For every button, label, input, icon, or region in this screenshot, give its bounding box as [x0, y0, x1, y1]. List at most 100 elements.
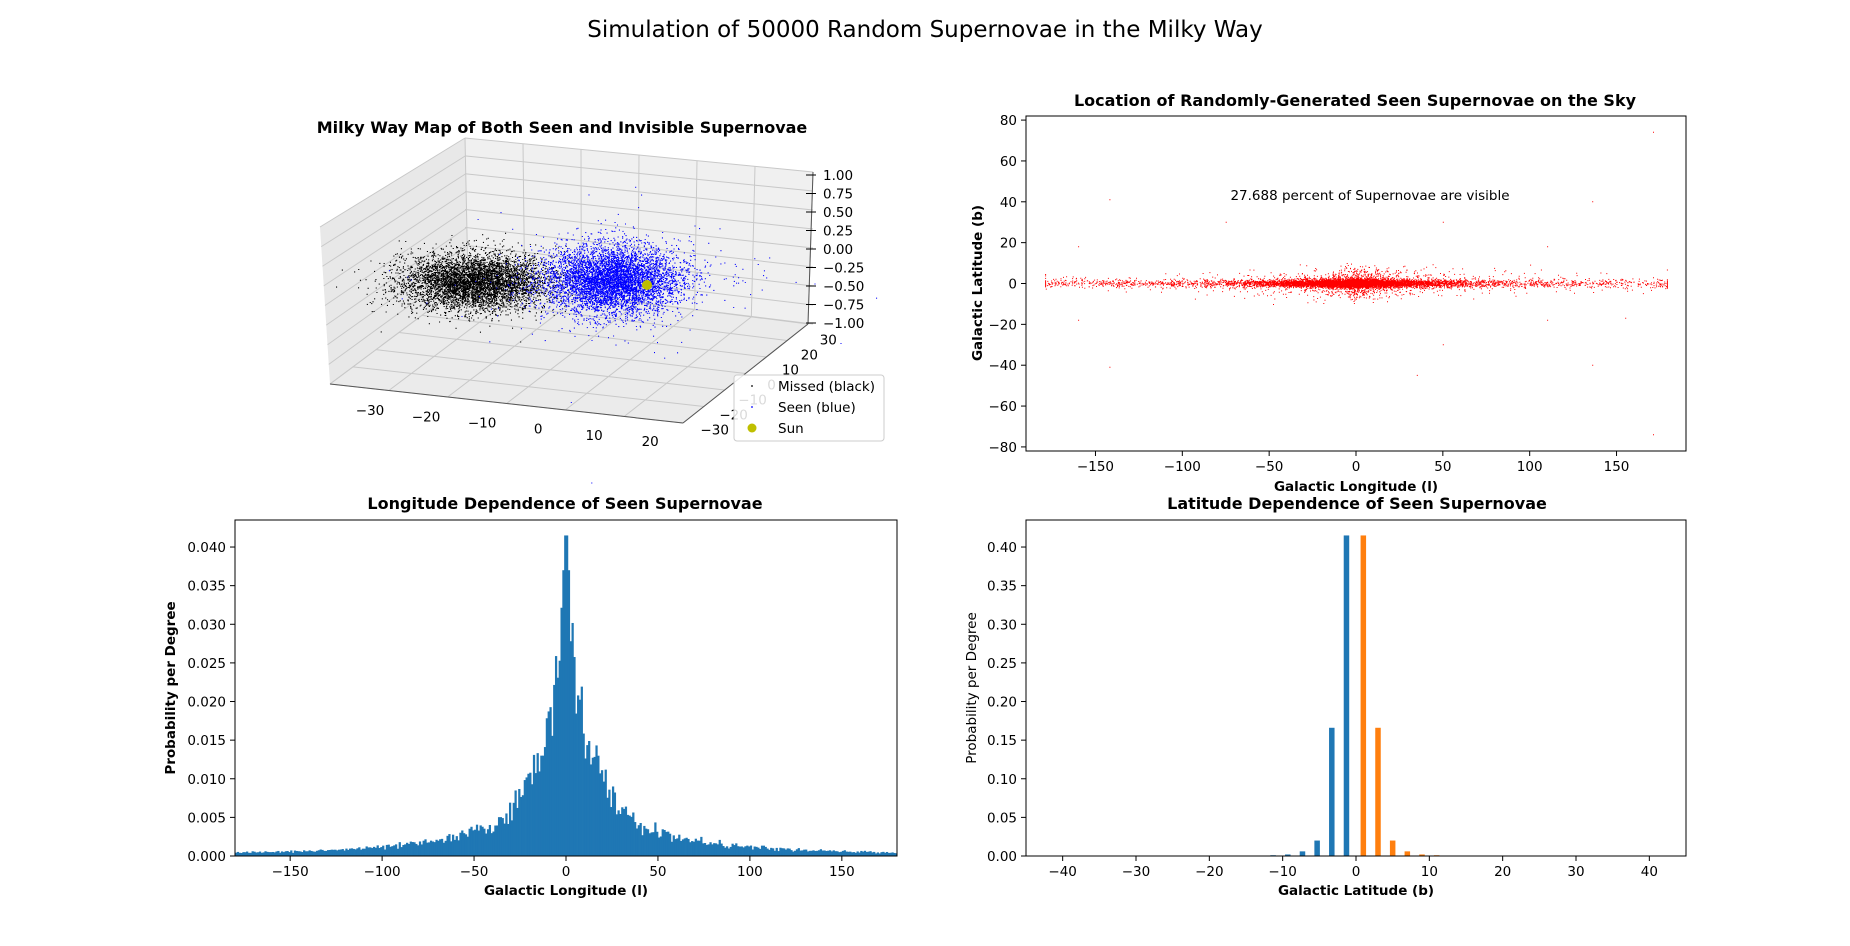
- longitude-bar: [683, 838, 686, 856]
- x-tick-label: −10: [468, 415, 497, 431]
- longitude-bar: [389, 846, 392, 856]
- longitude-bar: [304, 851, 308, 856]
- longitude-bar: [247, 852, 251, 856]
- latitude-bar-negative: [1314, 840, 1320, 856]
- grid-line: [319, 137, 466, 228]
- longitude-bar: [797, 848, 800, 856]
- longitude-bar: [738, 846, 742, 856]
- longitude-bar: [851, 852, 854, 856]
- y-tick-label: 0.00: [987, 849, 1017, 865]
- longitude-bar: [830, 851, 834, 856]
- y-tick-label: 30: [820, 333, 837, 349]
- longitude-bar: [271, 851, 275, 856]
- x-tick-label: 10: [1421, 864, 1438, 880]
- longitude-bar: [369, 847, 372, 856]
- y-tick-label: −40: [989, 358, 1018, 374]
- longitude-bar: [871, 852, 874, 856]
- longitude-bar: [685, 837, 688, 856]
- seen-points: [388, 186, 878, 484]
- longitude-bar: [308, 850, 311, 856]
- grid-line: [421, 314, 767, 358]
- longitude-axis-ticks: −150 −100 −50 0 50 100 150 0.000 0.005 0.010 0.015…: [187, 540, 854, 880]
- longitude-bar: [321, 849, 324, 856]
- x-tick-label: −20: [1195, 864, 1224, 880]
- longitude-bar: [350, 848, 354, 856]
- longitude-bar: [852, 852, 856, 856]
- longitude-bar: [455, 836, 458, 856]
- longitude-bar: [711, 844, 714, 856]
- longitude-bar: [624, 806, 628, 856]
- longitude-bar: [428, 842, 431, 856]
- x-tick-label: −150: [1077, 459, 1114, 475]
- longitude-bar: [773, 850, 777, 856]
- longitude-bar: [569, 641, 572, 856]
- longitude-bar: [431, 841, 434, 856]
- longitude-bar: [485, 833, 488, 856]
- longitude-bar: [315, 850, 319, 856]
- longitude-bar: [705, 844, 708, 856]
- figure-suptitle: Simulation of 50000 Random Supernovae in…: [587, 17, 1262, 43]
- longitude-bar: [808, 850, 811, 856]
- longitude-bar: [759, 848, 762, 856]
- longitude-bar: [575, 713, 578, 856]
- longitude-bar: [558, 660, 561, 856]
- x-tick-label: 100: [1517, 459, 1543, 475]
- z-tick-label: −0.50: [823, 279, 864, 295]
- longitude-bar: [332, 849, 335, 856]
- longitude-bar: [788, 848, 791, 856]
- longitude-bar: [303, 850, 306, 856]
- longitude-bar: [795, 849, 799, 856]
- longitude-ylabel: Probability per Degree: [163, 601, 179, 774]
- longitude-bar: [628, 815, 631, 856]
- longitude-bar: [696, 840, 699, 856]
- x-tick-label: −40: [1048, 864, 1077, 880]
- legend-label-sun: Sun: [778, 421, 804, 437]
- longitude-bar: [433, 842, 436, 856]
- longitude-bar: [523, 780, 526, 856]
- grid-line: [467, 280, 809, 325]
- longitude-bar: [707, 844, 710, 856]
- longitude-bar: [608, 789, 611, 856]
- panel-sky-scatter: Location of Randomly-Generated Seen Supe…: [970, 91, 1687, 495]
- longitude-bar: [893, 852, 896, 856]
- longitude-bar: [466, 836, 469, 856]
- longitude-bar: [727, 848, 731, 856]
- grid-line: [464, 191, 814, 230]
- longitude-bar: [365, 846, 368, 856]
- longitude-bar: [514, 790, 517, 856]
- longitude-bar: [538, 771, 541, 856]
- longitude-bar: [748, 846, 751, 856]
- longitude-bar: [790, 850, 793, 856]
- longitude-bar: [623, 808, 626, 856]
- 3d-axes-box: [319, 137, 814, 424]
- sky-scatter-points: [1045, 131, 1668, 436]
- longitude-bar: [520, 796, 523, 856]
- longitude-bar: [492, 831, 495, 856]
- longitude-bar: [310, 850, 313, 856]
- longitude-bar: [317, 850, 320, 856]
- longitude-bar: [821, 850, 824, 856]
- y-tick-label: 80: [1000, 113, 1017, 129]
- x-tick-label: 50: [649, 864, 666, 880]
- longitude-bar: [326, 850, 330, 856]
- longitude-bar: [865, 851, 868, 856]
- y-tick-label: 20: [801, 348, 818, 364]
- longitude-bar: [742, 847, 745, 856]
- x-tick-label: 0: [562, 864, 571, 880]
- longitude-bar: [235, 852, 238, 856]
- longitude-bar: [613, 792, 617, 856]
- longitude-bar: [391, 846, 394, 856]
- longitude-bar: [764, 846, 767, 856]
- x-axis-line: [329, 383, 684, 424]
- longitude-bar: [426, 842, 429, 856]
- longitude-bar: [667, 831, 670, 856]
- longitude-bar: [716, 844, 720, 856]
- longitude-xlabel: Galactic Longitude (l): [484, 883, 648, 899]
- longitude-bar: [494, 825, 497, 856]
- y-tick-label: 20: [1000, 236, 1017, 252]
- longitude-bar: [477, 830, 480, 856]
- latitude-bar-positive: [1389, 840, 1396, 856]
- longitude-bar: [832, 850, 835, 856]
- longitude-bar: [869, 851, 872, 856]
